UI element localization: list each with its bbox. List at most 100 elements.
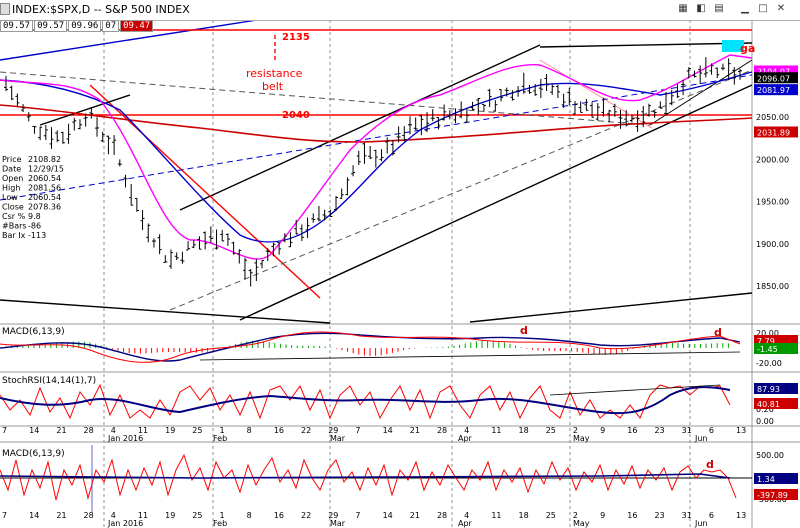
price-bar [95,117,100,137]
window-title: INDEX:$SPX,D -- S&P 500 INDEX [12,3,190,16]
price-bar [521,72,526,94]
x-axis-bottom: 7 14 21 28 4 11 19 25 1 8 16 22 29 7 14 21 28 4 11 18 25 2 9 16… [2,511,746,528]
price-bar [692,70,697,78]
info-label: Date [2,165,21,174]
x-month-label: Mar [330,519,346,528]
x-tick-label: 28 [437,511,447,520]
price-bar [396,126,401,143]
y-value-box: 2081.97 [754,84,798,96]
price-bars [4,57,742,287]
x-tick-label: 8 [247,511,252,520]
price-bar [385,137,390,154]
price-bar [550,84,555,95]
price-bar [567,87,572,106]
toolbar-icon-3[interactable]: ▤ [714,3,724,14]
window-icon [0,3,10,15]
x-tick-label: 18 [519,511,529,520]
price-bar [339,188,344,199]
close-button[interactable]: ✕ [776,3,786,14]
price-bar [140,210,145,231]
svg-text:-397.89: -397.89 [757,491,788,500]
price-bar [493,100,498,112]
x-tick-label: 16 [627,511,637,520]
price-bar [345,177,350,196]
x-tick-label: 16 [274,511,284,520]
x-tick-label: 11 [138,426,148,435]
axis-value-box: -397.89 [754,489,798,500]
y-value-box: 2104.07 [754,65,798,77]
price-bar [578,101,583,113]
price-bar [430,109,435,122]
x-tick-label: 2 [573,511,578,520]
info-value: -86 [28,222,41,231]
price-bar [60,131,65,144]
x-tick-label: 1 [219,426,224,435]
x-month-label: Apr [458,434,473,443]
price-bar [368,146,373,160]
price-bar [203,231,208,250]
x-tick-label: 4 [111,511,116,520]
axis-tick-label: 500.00 [756,451,784,460]
price-bar [572,101,577,115]
x-tick-label: 28 [84,426,94,435]
x-tick-label: 19 [165,511,175,520]
level-2040-label: 2040 [282,110,310,121]
x-tick-label: 25 [192,511,202,520]
price-bar [538,78,543,99]
ohlc-value-1: 09.57 [34,20,68,32]
price-bar [664,91,669,115]
price-bar [38,126,43,141]
price-bar [225,233,230,246]
price-bar [624,110,629,127]
info-label: High [2,184,20,193]
x-month-label: Apr [458,519,473,528]
x-month-label: May [573,519,590,528]
price-bar [413,117,418,131]
maximize-button[interactable]: □ [758,3,768,14]
price-bar [157,234,162,255]
x-tick-label: 11 [491,511,501,520]
x-tick-label: 2 [573,426,578,435]
macd1-axis: 20.00 -20.00 7.79-1.45 [754,329,798,368]
price-bar [453,108,458,124]
price-bar [607,109,612,123]
price-bar [26,112,31,122]
x-tick-label: 14 [29,426,39,435]
info-value: 2081.56 [28,184,61,193]
price-bar [21,104,26,113]
x-tick-label: 14 [383,426,393,435]
price-bar [635,110,640,132]
x-tick-label: 13 [736,511,746,520]
price-bar [282,233,287,243]
price-bar [299,224,304,242]
price-bar [134,197,139,212]
x-tick-label: 21 [410,511,420,520]
price-bar [464,107,469,123]
price-bar [407,116,412,135]
minimize-button[interactable]: ▁ [741,3,749,14]
x-tick-label: 18 [519,426,529,435]
price-bar [191,240,196,249]
price-bar [356,150,361,165]
price-y-axis: 2050.00 2000.00 1950.00 1900.00 1850.00 [756,113,789,291]
toolbar-icon-2[interactable]: ◧ [696,3,706,14]
price-bar [129,183,134,206]
price-bar [675,84,680,98]
x-month-label: Jun [694,434,708,443]
axis-value-box: 1.34 [754,473,798,484]
info-label: Csr % [2,212,26,221]
svg-text:87.93: 87.93 [757,385,780,394]
x-tick-label: 16 [274,426,284,435]
price-bar [510,90,515,101]
x-tick-label: 4 [464,511,469,520]
toolbar-icon-1[interactable]: ▦ [678,3,688,14]
price-bar [49,127,54,149]
x-month-label: Jan 2016 [107,434,143,443]
x-tick-label: 31 [682,511,692,520]
price-bar [470,101,475,111]
window-titlebar[interactable]: INDEX:$SPX,D -- S&P 500 INDEX ▦ ◧ ▤ ▁ □ … [0,0,800,21]
x-tick-label: 19 [165,426,175,435]
price-bar [459,101,464,119]
